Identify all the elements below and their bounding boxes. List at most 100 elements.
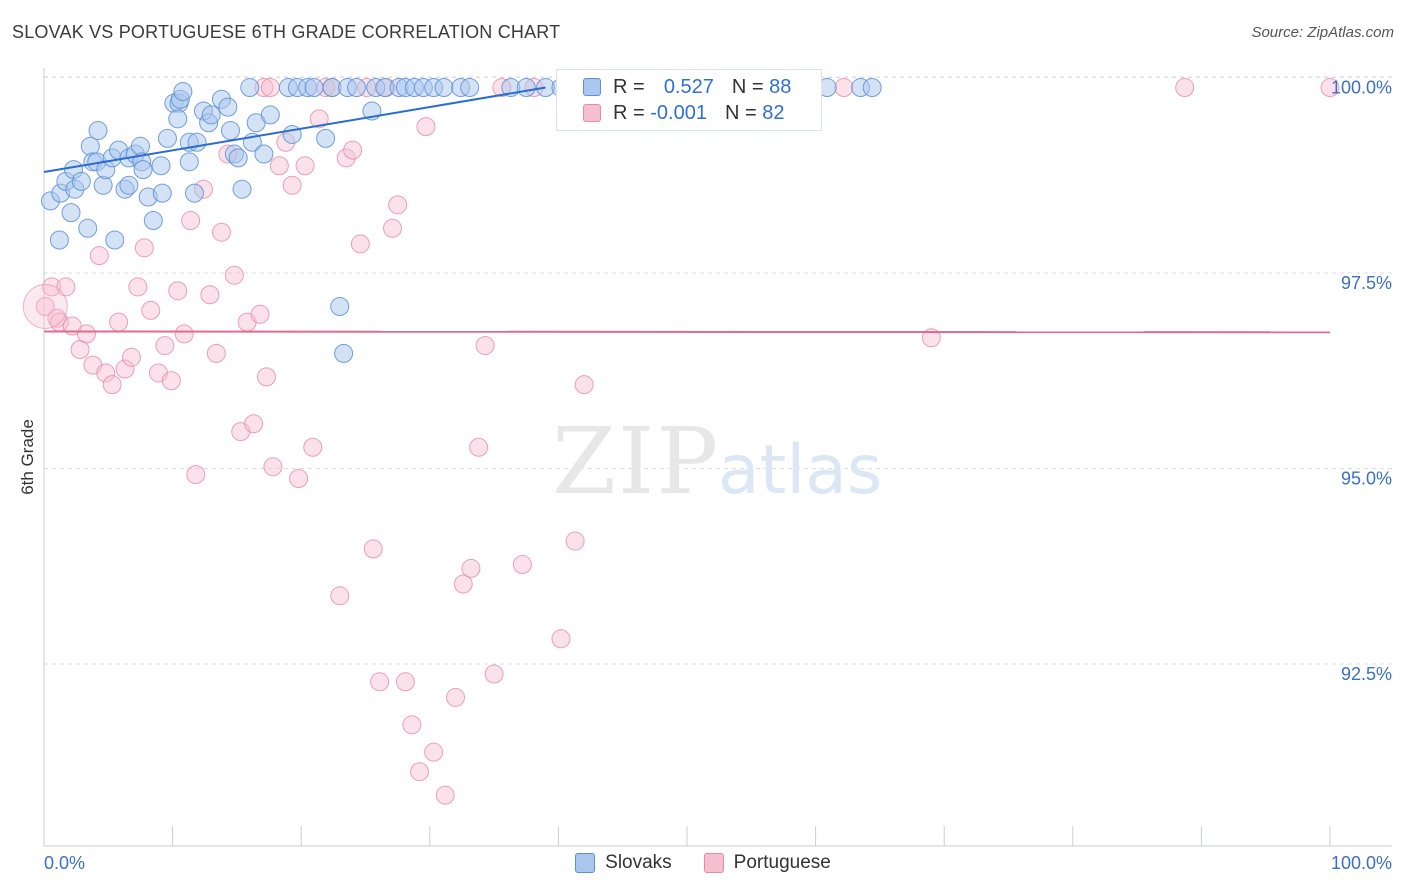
slovak-point — [93, 175, 113, 195]
stats-legend: R = 0.527 N = 88 R = -0.001 N = 82 — [556, 69, 822, 131]
portuguese-point-large — [22, 283, 68, 329]
slovak-point — [151, 156, 171, 176]
portuguese-point — [250, 304, 270, 324]
portuguese-point — [128, 277, 148, 297]
x-tick-label-min: 0.0% — [44, 853, 85, 873]
watermark-atlas: atlas — [718, 431, 882, 510]
portuguese-point — [1320, 78, 1340, 98]
chart-title: SLOVAK VS PORTUGUESE 6TH GRADE CORRELATI… — [12, 22, 561, 42]
slovak-point — [232, 179, 252, 199]
legend-item-slovaks[interactable]: Slovaks — [575, 852, 672, 874]
slovak-point — [88, 121, 108, 141]
slovak-point — [187, 132, 207, 152]
portuguese-point — [224, 265, 244, 285]
portuguese-point — [134, 238, 154, 258]
watermark: ZIP atlas — [552, 408, 882, 515]
y-tick-label: 97.5% — [1341, 273, 1392, 293]
slovaks-swatch — [583, 78, 601, 96]
trend-lines — [43, 86, 1331, 334]
portuguese-point — [121, 347, 141, 367]
portuguese-point — [350, 234, 370, 254]
slovak-point — [184, 183, 204, 203]
slovak-point — [330, 296, 350, 316]
y-axis-title: 6th Grade — [18, 419, 37, 495]
slovak-point — [434, 78, 454, 98]
r-value: -0.001 — [650, 101, 707, 124]
slovak-point — [133, 160, 153, 180]
portuguese-point — [269, 156, 289, 176]
portuguese-point — [453, 574, 473, 594]
slovak-point — [460, 78, 480, 98]
r-label: R = — [613, 101, 645, 124]
tick-labels: 0.0% 100.0% 6th Grade 100.0% 97.5% 95.0% 92… — [18, 78, 1392, 873]
portuguese-point — [475, 336, 495, 356]
slovak-point — [516, 78, 536, 98]
portuguese-point — [89, 246, 109, 266]
portuguese-point — [395, 672, 415, 692]
y-tick-label: 95.0% — [1341, 469, 1392, 489]
portuguese-point — [260, 78, 280, 98]
portuguese-point — [446, 687, 466, 707]
portuguese-point — [461, 558, 481, 578]
portuguese-point — [330, 586, 350, 606]
stats-legend-row-slovaks: R = 0.527 N = 88 — [583, 75, 791, 99]
slovak-trend-line — [43, 86, 546, 173]
portuguese-point — [211, 222, 231, 242]
portuguese-point — [484, 664, 504, 684]
portuguese-point — [469, 437, 489, 457]
portuguese-point — [181, 210, 201, 230]
portuguese-point — [289, 469, 309, 489]
portuguese-point — [76, 324, 96, 344]
slovak-point — [260, 105, 280, 125]
slovak-point — [304, 78, 324, 98]
portuguese-point — [186, 465, 206, 485]
slovak-point — [228, 148, 248, 168]
slovak-point — [201, 105, 221, 125]
legend-item-portuguese[interactable]: Portuguese — [703, 852, 831, 874]
legend-label-slovaks: Slovaks — [605, 852, 672, 873]
portuguese-point — [343, 140, 363, 160]
portuguese-point — [424, 742, 444, 762]
portuguese-point — [161, 371, 181, 391]
portuguese-point — [512, 555, 532, 575]
y-tick-label: 92.5% — [1341, 664, 1392, 684]
portuguese-point — [1175, 78, 1195, 98]
portuguese-point — [834, 78, 854, 98]
n-label: N = — [731, 75, 764, 98]
portuguese-point — [256, 367, 276, 387]
n-label: N = — [724, 101, 757, 124]
watermark-zip: ZIP — [552, 408, 720, 515]
portuguese-point — [565, 531, 585, 551]
portuguese-point — [102, 375, 122, 395]
slovak-point — [71, 171, 91, 191]
series-legend: Slovaks Portuguese — [0, 852, 1406, 874]
portuguese-point — [402, 715, 422, 735]
portuguese-point — [115, 359, 135, 379]
portuguese-point — [336, 148, 356, 168]
portuguese-point — [921, 328, 941, 348]
chart-source: Source: ZipAtlas.com — [1251, 24, 1394, 41]
slovak-point — [316, 128, 336, 148]
slovak-point — [119, 175, 139, 195]
portuguese-point — [282, 175, 302, 195]
portuguese-point — [410, 762, 430, 782]
portuguese-point — [363, 539, 383, 559]
slovak-point — [220, 121, 240, 141]
portuguese-point — [155, 336, 175, 356]
slovak-point — [173, 81, 193, 101]
portuguese-point — [574, 375, 594, 395]
portuguese-point — [109, 312, 129, 332]
n-value: 88 — [769, 75, 792, 98]
portuguese-point — [370, 672, 390, 692]
portuguese-point — [35, 296, 55, 316]
portuguese-point — [168, 281, 188, 301]
portuguese-point — [303, 437, 323, 457]
portuguese-point — [263, 457, 283, 477]
portuguese-trend-line — [43, 330, 1331, 334]
portuguese-point — [206, 343, 226, 363]
slovak-point — [49, 230, 69, 250]
slovak-point — [254, 144, 274, 164]
portuguese-point — [200, 285, 220, 305]
portuguese-point — [309, 109, 329, 129]
